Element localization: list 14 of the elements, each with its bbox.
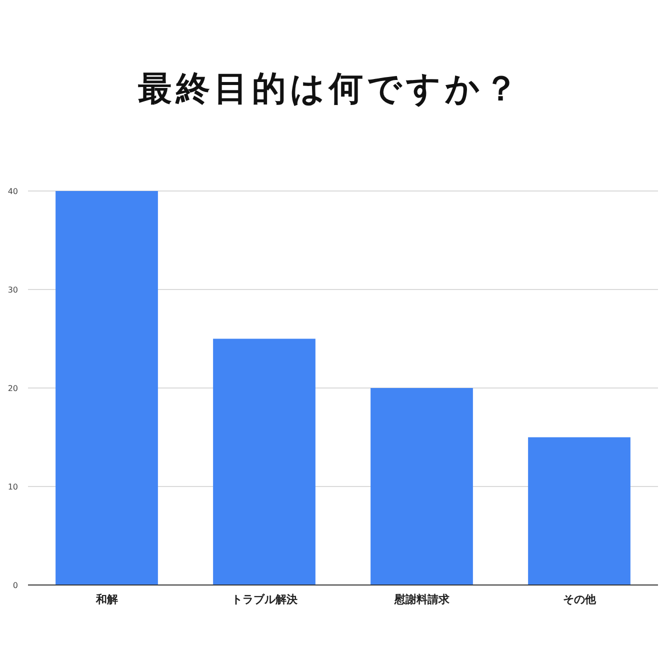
x-tick-label: 和解 bbox=[94, 593, 118, 606]
bar bbox=[528, 437, 630, 585]
bar bbox=[56, 191, 158, 585]
chart-title: 最終目的は何ですか？ bbox=[138, 69, 522, 109]
x-tick-label: トラブル解決 bbox=[231, 593, 298, 606]
x-tick-label: 慰謝料請求 bbox=[393, 593, 450, 606]
y-tick-label: 30 bbox=[8, 286, 18, 294]
bar bbox=[370, 388, 473, 585]
bar bbox=[213, 338, 316, 585]
y-tick-label: 10 bbox=[8, 482, 18, 492]
x-tick-label: その他 bbox=[562, 593, 597, 606]
y-tick-label: 40 bbox=[8, 187, 18, 196]
y-tick-label: 0 bbox=[12, 581, 18, 590]
y-tick-label: 20 bbox=[8, 384, 18, 393]
